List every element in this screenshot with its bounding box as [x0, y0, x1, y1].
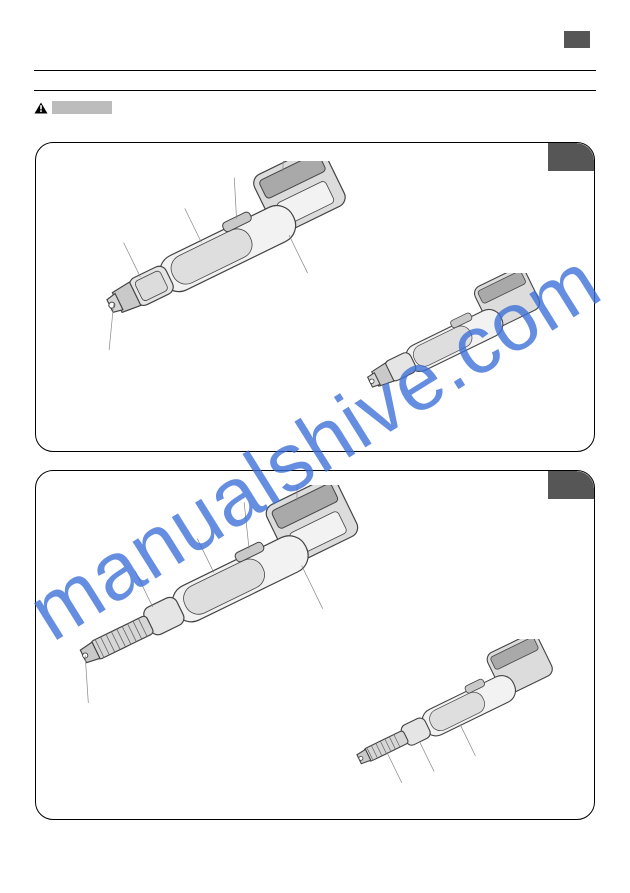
rule-top — [34, 70, 596, 71]
warning-triangle-icon — [34, 102, 48, 114]
figure-a-box — [35, 142, 595, 452]
warning-row — [34, 101, 596, 114]
figure-b-box — [35, 470, 595, 820]
page-corner-marker — [564, 31, 590, 48]
figure-a-flag — [548, 143, 594, 171]
manual-page: manualshive.com — [0, 0, 630, 893]
tool-short-small — [336, 273, 576, 433]
tool-long-small — [336, 639, 586, 809]
warning-label-box — [52, 101, 112, 114]
figure-b-flag — [548, 471, 594, 499]
rule-under-title — [34, 90, 596, 91]
